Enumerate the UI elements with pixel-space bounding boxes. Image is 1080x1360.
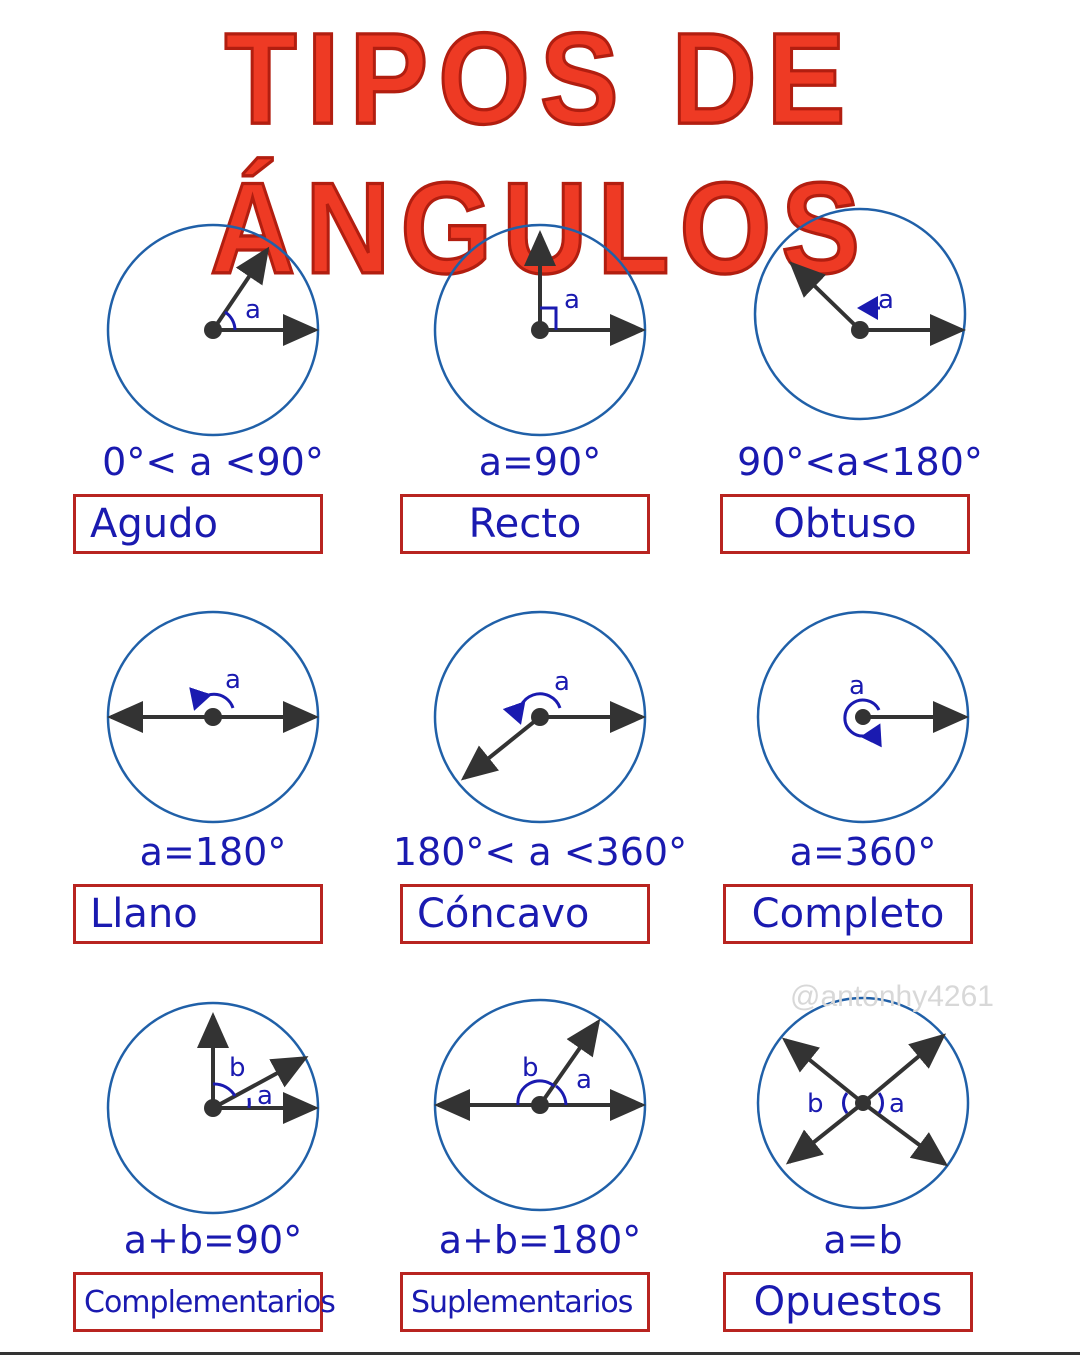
- ray-oblique: [538, 1018, 601, 1107]
- formula: 0°< a <90°: [102, 440, 324, 484]
- angle-label-b: b: [229, 1053, 246, 1083]
- angle-name: Llano: [90, 891, 198, 937]
- angle-card-opuestos: a b a=b Opuestos: [703, 996, 1023, 1360]
- angle-card-completo: a a=360° Completo: [703, 610, 1023, 972]
- name-box: Obtuso: [720, 494, 970, 554]
- right-angle-mark: [540, 306, 558, 330]
- angle-card-concavo: a 180°< a <360° Cóncavo: [380, 610, 700, 972]
- formula: a=180°: [139, 830, 287, 874]
- acute-angle-diagram: a: [106, 223, 320, 437]
- ray-down-left: [460, 715, 542, 781]
- ray-lower-right: [861, 1101, 949, 1167]
- angle-arc-a: [877, 1092, 884, 1114]
- vertex-dot: [855, 1095, 871, 1111]
- supplementary-angles-diagram: b a: [433, 998, 647, 1212]
- ray-upper-left: [781, 1037, 865, 1105]
- name-box: Opuestos: [723, 1272, 973, 1332]
- angle-name: Agudo: [90, 501, 218, 547]
- angle-card-complementarios: b a a+b=90° Complementarios: [53, 1000, 373, 1360]
- angle-label-a: a: [554, 667, 570, 697]
- angle-arc: [189, 687, 235, 711]
- ray-upper-right: [861, 1033, 947, 1105]
- angle-arc-b: [516, 1079, 555, 1106]
- angle-name: Completo: [751, 891, 945, 937]
- vertex-dot: [204, 708, 222, 726]
- vertex-dot: [204, 1099, 222, 1117]
- angle-label-a: a: [225, 665, 241, 695]
- vertex-dot: [531, 321, 549, 339]
- formula: 90°<a<180°: [737, 440, 983, 484]
- bottom-divider: [0, 1352, 1080, 1355]
- angle-circle: [756, 996, 970, 1210]
- ray-obtuse: [789, 261, 862, 332]
- name-box: Llano: [73, 884, 323, 944]
- angle-card-suplementarios: b a a+b=180° Suplementarios: [380, 998, 700, 1360]
- angle-label-a: a: [576, 1065, 592, 1095]
- angle-circle: [753, 207, 967, 421]
- angle-arc: [502, 692, 562, 725]
- formula: a+b=90°: [123, 1218, 303, 1262]
- angle-arc: [224, 310, 237, 331]
- vertical-angles-diagram: a b: [756, 996, 970, 1210]
- vertex-dot: [851, 321, 869, 339]
- formula: a=360°: [789, 830, 937, 874]
- angle-arc-b: [212, 1082, 237, 1097]
- angle-card-obtuso: a 90°<a<180° Obtuso: [700, 207, 1020, 582]
- name-box: Suplementarios: [400, 1272, 650, 1332]
- name-box: Cóncavo: [400, 884, 650, 944]
- straight-angle-diagram: a: [106, 610, 320, 824]
- angle-name: Opuestos: [753, 1279, 943, 1325]
- angle-arc: [843, 698, 882, 748]
- angle-label-a: a: [564, 285, 580, 315]
- ray-acute: [211, 246, 270, 332]
- ray-middle: [212, 1056, 309, 1110]
- angle-name: Recto: [468, 501, 582, 547]
- angle-label-a: a: [257, 1081, 273, 1111]
- angle-card-agudo: a 0°< a <90° Agudo: [53, 222, 373, 582]
- complementary-angles-diagram: b a: [106, 1001, 320, 1215]
- angle-label-a: a: [245, 295, 261, 325]
- page-title: TIPOS DE ÁNGULOS: [209, 5, 870, 303]
- formula: a=b: [823, 1218, 903, 1262]
- name-box: Complementarios: [73, 1272, 336, 1332]
- reflex-angle-diagram: a: [433, 610, 647, 824]
- formula: a+b=180°: [438, 1218, 642, 1262]
- name-box: Agudo: [73, 494, 323, 554]
- angle-label-a: a: [889, 1089, 905, 1119]
- vertex-dot: [204, 321, 222, 339]
- right-angle-diagram: a: [433, 223, 647, 437]
- obtuse-angle-diagram: a: [753, 207, 967, 421]
- angle-name: Complementarios: [84, 1284, 336, 1320]
- name-box: Recto: [400, 494, 650, 554]
- vertex-dot: [531, 1096, 549, 1114]
- full-angle-diagram: a: [756, 610, 970, 824]
- angle-arc-b: [842, 1092, 849, 1114]
- watermark: @antonhy4261: [790, 980, 994, 1013]
- angle-label-b: b: [522, 1053, 539, 1083]
- ray-lower-left: [785, 1101, 865, 1165]
- angle-label-a: a: [849, 671, 865, 701]
- angle-card-recto: a a=90° Recto: [380, 222, 700, 582]
- name-box: Completo: [723, 884, 973, 944]
- angle-label-b: b: [807, 1089, 824, 1119]
- angle-name: Suplementarios: [411, 1284, 633, 1320]
- formula: a=90°: [478, 440, 602, 484]
- angle-name: Obtuso: [773, 501, 917, 547]
- vertex-dot: [855, 709, 871, 725]
- angle-label-a: a: [878, 285, 894, 315]
- angle-arc-a: [555, 1084, 568, 1106]
- vertex-dot: [531, 708, 549, 726]
- formula: 180°< a <360°: [392, 830, 688, 874]
- angle-card-llano: a a=180° Llano: [53, 610, 373, 972]
- angle-name: Cóncavo: [417, 891, 590, 937]
